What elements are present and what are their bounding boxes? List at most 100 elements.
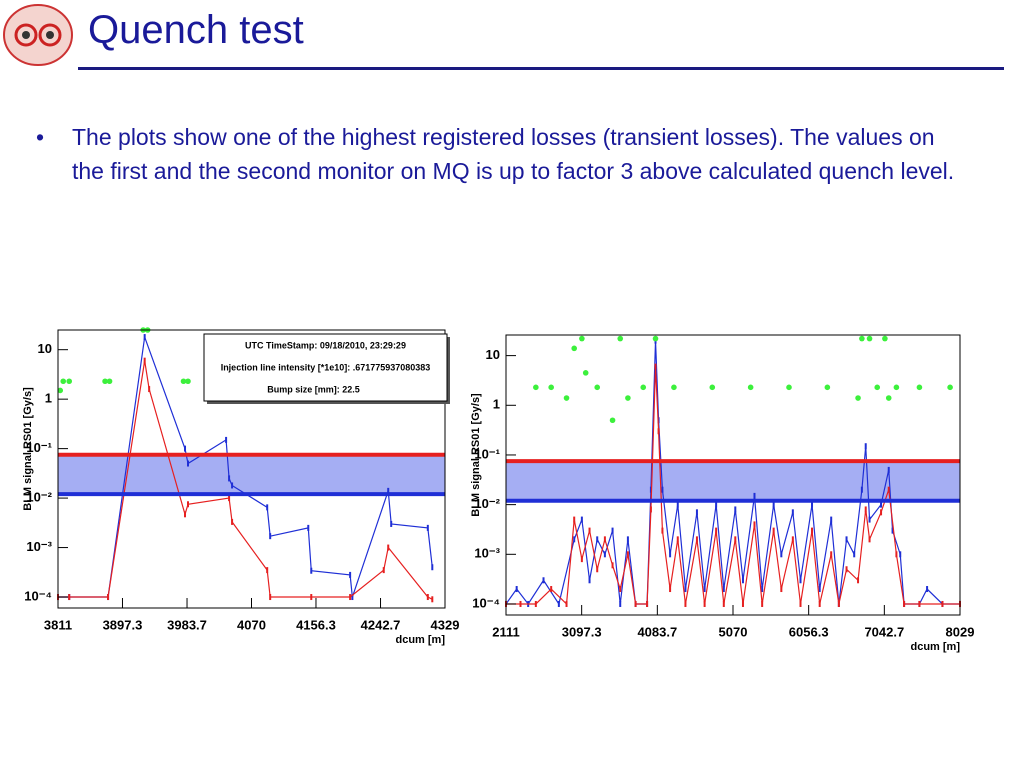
- data-point: [180, 378, 187, 385]
- x-tick-label: 4242.7: [361, 617, 401, 632]
- data-point: [941, 600, 944, 607]
- data-point: [60, 378, 67, 385]
- data-point: [102, 378, 108, 385]
- data-point: [588, 577, 591, 584]
- data-point: [684, 600, 687, 607]
- y-tick-label: 1: [493, 397, 500, 412]
- data-point: [780, 551, 783, 558]
- x-tick-label: 4070: [237, 617, 266, 632]
- data-point: [868, 516, 871, 523]
- data-point: [387, 487, 390, 494]
- bullet: The plots show one of the highest regist…: [30, 120, 970, 188]
- bullet-list: The plots show one of the highest regist…: [30, 120, 970, 188]
- data-point: [148, 386, 151, 393]
- x-tick-label: 6056.3: [789, 624, 829, 639]
- y-tick-label: 10: [486, 347, 500, 362]
- x-axis-label: dcum [m]: [911, 641, 961, 653]
- data-point: [107, 594, 110, 601]
- y-tick-label: 1: [45, 391, 52, 406]
- data-point: [671, 384, 677, 391]
- y-tick-label: 10⁻¹: [474, 446, 500, 461]
- threshold-band: [506, 461, 960, 501]
- data-point: [228, 475, 231, 482]
- series-line: [505, 340, 960, 606]
- data-point: [824, 384, 831, 391]
- data-point: [669, 586, 672, 593]
- y-axis-label: BLM signal RS01 [Gy/s]: [22, 387, 34, 511]
- x-tick-label: 3811: [44, 617, 72, 632]
- data-point: [184, 445, 187, 452]
- data-point: [734, 536, 737, 543]
- data-point: [185, 378, 191, 385]
- data-point: [747, 384, 754, 391]
- data-point: [580, 556, 583, 563]
- data-point: [594, 384, 601, 391]
- data-point: [811, 501, 814, 508]
- data-point: [895, 551, 898, 558]
- data-point: [426, 594, 429, 601]
- data-point: [619, 586, 622, 593]
- data-point: [619, 600, 622, 607]
- data-point: [866, 335, 873, 342]
- data-point: [640, 384, 647, 391]
- data-point: [916, 384, 923, 391]
- data-point: [885, 395, 892, 401]
- annotation-box: [203, 333, 448, 402]
- annotation: Injection line intensity [*1e10]: .67177…: [221, 362, 431, 372]
- data-point: [880, 501, 883, 508]
- data-point: [780, 586, 783, 593]
- data-point: [582, 370, 589, 376]
- data-point: [893, 384, 900, 391]
- data-point: [722, 600, 725, 607]
- data-point: [351, 594, 354, 601]
- data-point: [818, 600, 821, 607]
- data-point: [534, 600, 537, 607]
- data-point: [734, 506, 737, 513]
- data-point: [903, 600, 906, 607]
- x-tick-label: 7042.7: [864, 624, 904, 639]
- data-point: [596, 536, 599, 543]
- data-point: [761, 600, 764, 607]
- y-tick-label: 10⁻¹: [26, 440, 52, 455]
- x-tick-label: 5070: [719, 624, 748, 639]
- data-point: [695, 509, 698, 516]
- data-point: [669, 551, 672, 558]
- data-point: [542, 577, 545, 584]
- data-point: [573, 536, 576, 543]
- data-point: [571, 345, 577, 352]
- x-tick-label: 8029: [946, 624, 975, 639]
- data-point: [603, 551, 606, 558]
- data-point: [617, 335, 624, 342]
- data-point: [588, 527, 591, 534]
- slide-title: Quench test: [88, 8, 304, 52]
- data-point: [266, 504, 269, 511]
- y-tick-label: 10⁻²: [474, 496, 500, 511]
- data-point: [676, 501, 679, 508]
- x-tick-label: 4156.3: [296, 617, 336, 632]
- data-point: [649, 506, 652, 513]
- data-point: [845, 536, 848, 543]
- data-point: [741, 600, 744, 607]
- data-point: [565, 600, 568, 607]
- data-point: [772, 527, 775, 534]
- data-point: [676, 536, 679, 543]
- data-point: [186, 501, 189, 508]
- data-point: [231, 482, 234, 489]
- data-point: [818, 586, 821, 593]
- data-point: [596, 566, 599, 573]
- x-axis-label: dcum [m]: [396, 634, 446, 646]
- data-point: [830, 551, 833, 558]
- data-point: [228, 495, 231, 502]
- data-point: [859, 335, 865, 342]
- data-point: [855, 395, 861, 401]
- data-point: [519, 600, 522, 607]
- data-point: [882, 335, 888, 342]
- data-point: [860, 486, 863, 493]
- data-point: [715, 501, 718, 508]
- data-point: [880, 509, 883, 516]
- data-point: [791, 509, 794, 516]
- title-rule: [78, 67, 1004, 70]
- data-point: [845, 566, 848, 573]
